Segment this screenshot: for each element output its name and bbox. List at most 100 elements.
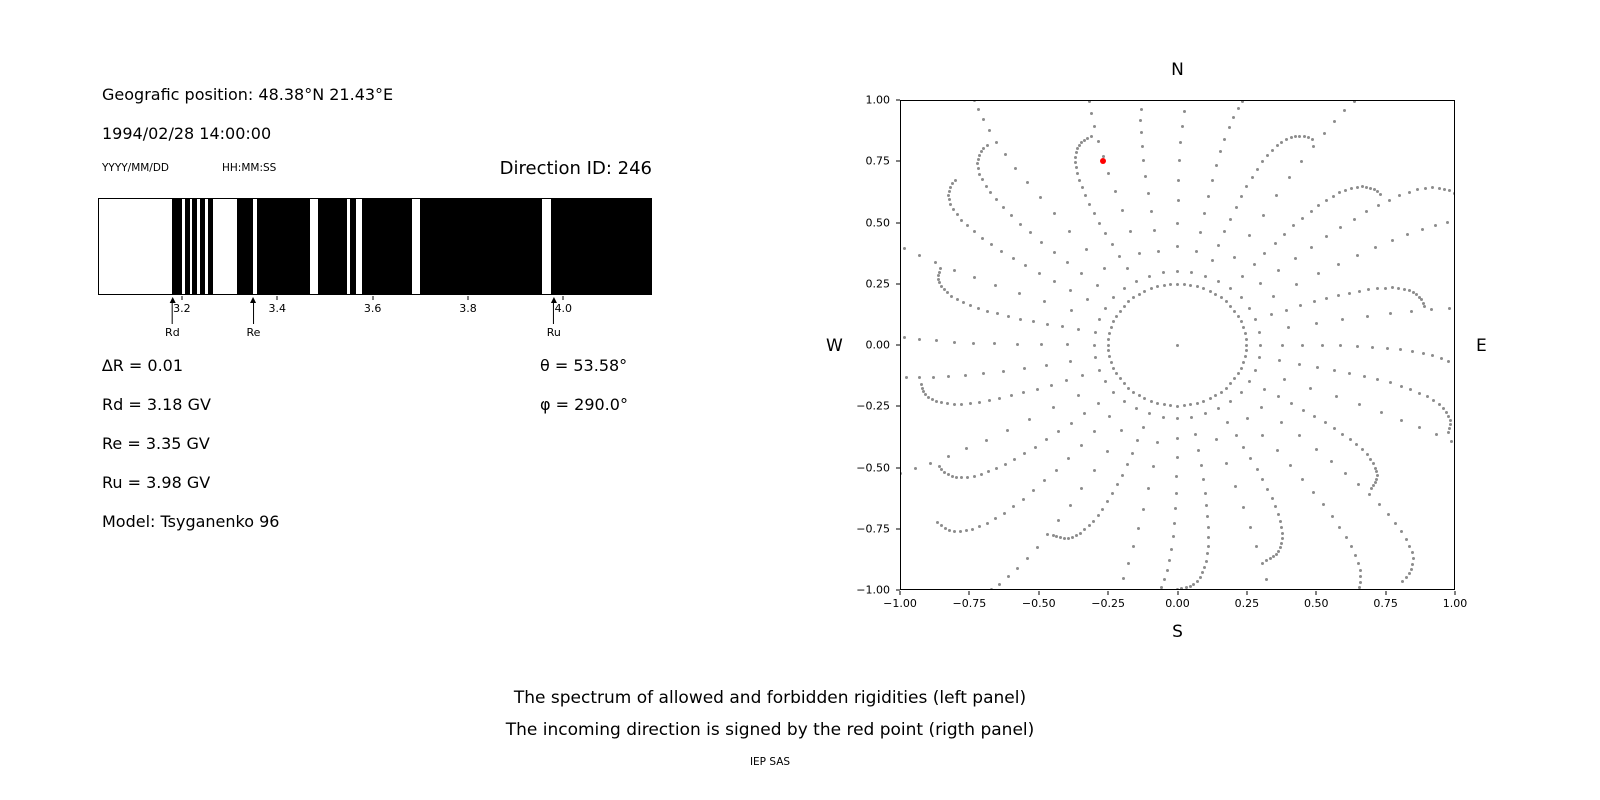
direction-dot xyxy=(1192,582,1196,586)
direction-dot xyxy=(1421,301,1425,305)
direction-dot xyxy=(1033,445,1037,449)
inner-ring-dot xyxy=(1196,285,1200,289)
direction-dot xyxy=(1141,426,1145,430)
phi-value: φ = 290.0° xyxy=(540,395,628,414)
direction-dot xyxy=(1407,190,1411,194)
x-tick-label: 0.75 xyxy=(1373,597,1398,610)
direction-dot xyxy=(1079,444,1083,447)
direction-dot xyxy=(1130,451,1134,455)
x-tick-mark xyxy=(968,591,970,595)
direction-dot xyxy=(1407,572,1411,576)
direction-dot xyxy=(1287,326,1291,330)
direction-dot xyxy=(1341,318,1345,322)
direction-dot xyxy=(1025,180,1029,184)
direction-dot xyxy=(987,399,991,403)
direction-dot xyxy=(1032,320,1036,324)
direction-dot xyxy=(1376,287,1380,291)
direction-dot xyxy=(1241,274,1245,278)
direction-dot xyxy=(1257,330,1261,334)
direction-dot xyxy=(1331,194,1335,198)
direction-dot xyxy=(1447,414,1451,418)
direction-dot xyxy=(1092,125,1096,129)
direction-dot xyxy=(1343,109,1347,113)
direction-dot xyxy=(1297,362,1301,366)
direction-dot xyxy=(1042,300,1046,304)
direction-dot xyxy=(1065,343,1069,347)
direction-dot xyxy=(1353,101,1357,104)
direction-dot xyxy=(1422,305,1426,309)
direction-dot xyxy=(1312,300,1316,304)
direction-dot xyxy=(946,455,950,459)
direction-dot xyxy=(936,274,940,278)
inner-ring-dot xyxy=(1149,399,1153,403)
incoming-direction-red-point xyxy=(1099,157,1106,164)
direction-dot xyxy=(1195,579,1199,583)
direction-dot xyxy=(1290,402,1293,406)
direction-dot xyxy=(939,524,943,528)
direction-dot xyxy=(1268,557,1272,561)
direction-dot xyxy=(1095,284,1099,288)
direction-dot xyxy=(1157,249,1161,253)
delta-r-value: ∆R = 0.01 xyxy=(102,356,184,375)
direction-dot xyxy=(1217,244,1221,248)
direction-dot xyxy=(976,157,980,161)
inner-ring-dot xyxy=(1176,282,1179,286)
direction-dot xyxy=(1096,139,1100,143)
allowed-rigidity-band xyxy=(192,199,197,294)
y-tick-mark xyxy=(896,589,900,591)
direction-dot xyxy=(1046,533,1050,537)
direction-dot xyxy=(1134,406,1138,410)
direction-dot xyxy=(948,528,952,532)
model-label: Model: Tsyganenko 96 xyxy=(102,512,280,531)
direction-dot xyxy=(934,261,938,265)
direction-dot xyxy=(989,191,993,195)
direction-dot xyxy=(930,398,934,402)
inner-ring-dot xyxy=(1107,337,1111,341)
direction-dot xyxy=(1125,463,1129,467)
date-format-hint: YYYY/MM/DD xyxy=(102,162,170,174)
direction-dot xyxy=(950,182,954,186)
direction-dot xyxy=(1226,420,1230,424)
direction-dot xyxy=(1196,448,1200,452)
direction-dot xyxy=(1405,537,1408,541)
direction-dot xyxy=(1247,234,1251,238)
inner-ring-dot xyxy=(1155,285,1159,289)
direction-dot xyxy=(1311,145,1315,149)
datetime-label: 1994/02/28 14:00:00 xyxy=(102,124,272,143)
direction-dot xyxy=(1078,179,1082,183)
direction-dot xyxy=(1101,155,1105,159)
direction-dot xyxy=(1359,581,1363,585)
y-tick-mark xyxy=(896,344,900,346)
direction-dot xyxy=(1206,515,1210,519)
direction-dot xyxy=(1231,116,1235,120)
y-tick-mark xyxy=(896,405,900,407)
direction-dot xyxy=(1149,209,1153,213)
direction-dot xyxy=(1054,468,1058,472)
inner-ring-dot xyxy=(1176,404,1179,408)
direction-dot xyxy=(1362,375,1366,379)
direction-dot xyxy=(1316,272,1320,276)
direction-dot xyxy=(1270,496,1274,500)
direction-dot xyxy=(1448,422,1452,426)
direction-dot xyxy=(1270,148,1274,152)
rigidity-cutoff-markers: Rd Re Ru xyxy=(98,297,652,349)
inner-ring-dot xyxy=(1122,304,1126,308)
direction-dot xyxy=(1077,143,1081,147)
direction-dot xyxy=(1089,111,1093,115)
direction-dot xyxy=(1431,354,1435,358)
direction-dot xyxy=(1357,586,1361,589)
direction-dot xyxy=(1176,199,1180,203)
direction-dot xyxy=(1410,310,1414,314)
x-tick-label: 3.8 xyxy=(459,302,477,315)
direction-dot xyxy=(1348,438,1352,442)
direction-dot xyxy=(1418,295,1422,299)
allowed-rigidity-band xyxy=(362,199,413,294)
direction-dot xyxy=(1219,150,1223,154)
direction-dot xyxy=(1138,251,1142,255)
direction-dot xyxy=(1309,386,1313,390)
direction-dot xyxy=(1349,545,1353,549)
direction-dot xyxy=(1448,418,1452,422)
direction-dot xyxy=(995,198,999,202)
inner-ring-dot xyxy=(1107,349,1111,353)
